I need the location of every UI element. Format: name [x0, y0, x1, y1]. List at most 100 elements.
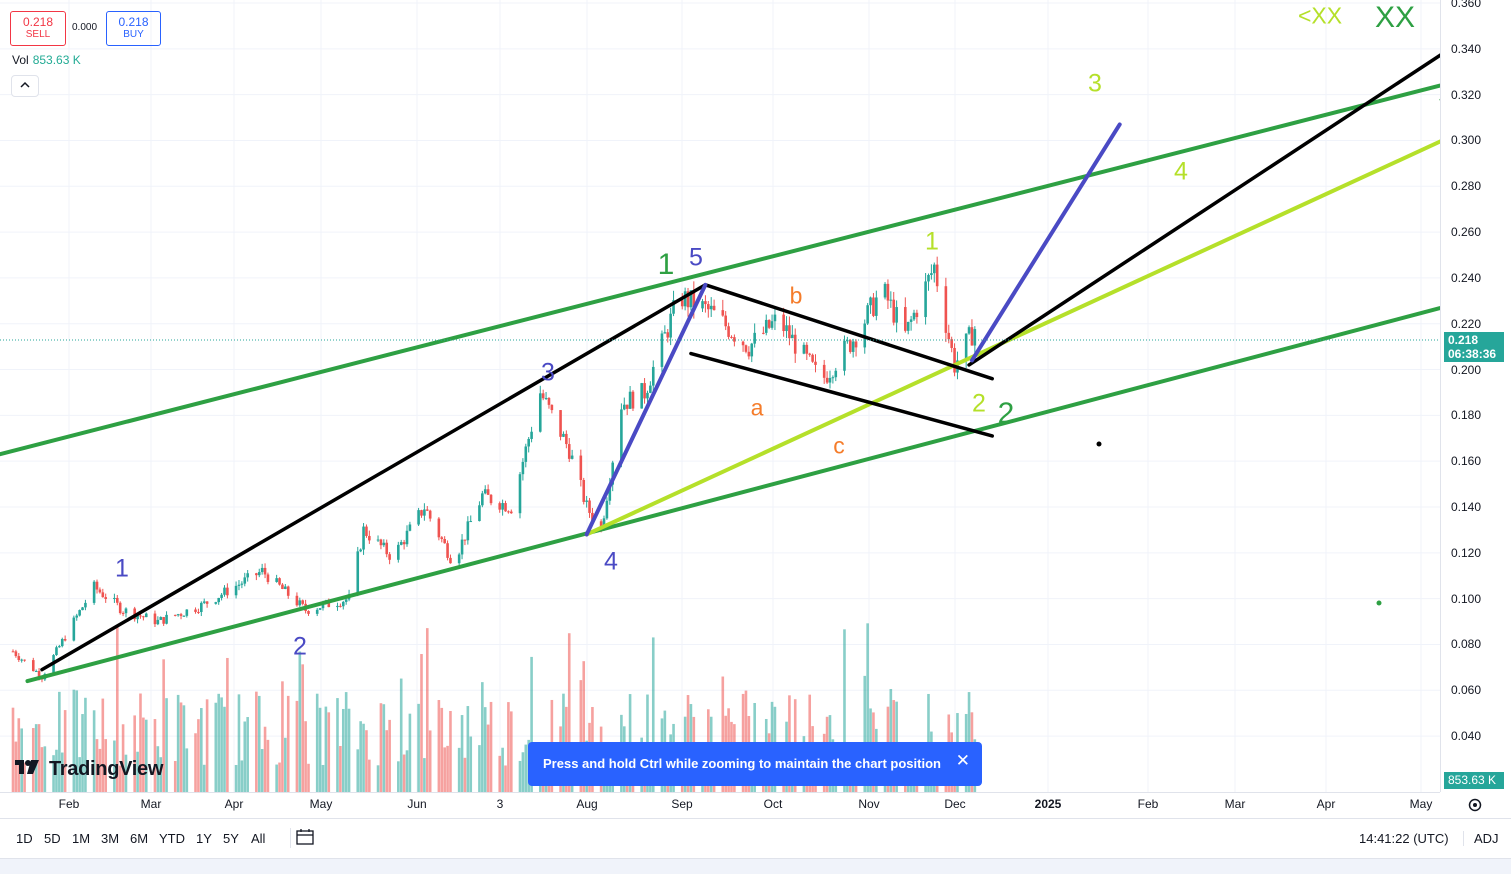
candle-body — [851, 341, 855, 352]
time-tick-label: 3 — [496, 797, 504, 811]
sell-button[interactable]: 0.218 SELL — [10, 11, 66, 46]
volume-bar — [744, 690, 748, 792]
volume-bar — [266, 739, 270, 792]
volume-bar — [486, 724, 490, 792]
candle-body — [628, 391, 632, 409]
chart-pane[interactable]: 0.218 SELL 0.000 0.218 BUY Vol 853.63 K 1… — [0, 0, 1440, 792]
candle-body — [194, 609, 197, 612]
time-tick-label: May — [1409, 797, 1433, 811]
candle-body — [567, 444, 571, 459]
timeframe-button-3m[interactable]: 3M — [101, 831, 120, 846]
time-tick-label: Feb — [1137, 797, 1159, 811]
candle-body — [672, 300, 675, 314]
price-axis[interactable]: 0.360 0.340 0.320 0.300 0.280 0.260 0.240 0.220… — [1440, 0, 1511, 792]
date-range-button[interactable] — [290, 828, 317, 848]
candle-body — [544, 397, 548, 399]
candle-body — [791, 334, 794, 339]
close-icon[interactable]: ✕ — [955, 751, 970, 770]
chart-settings-button[interactable] — [1466, 796, 1484, 814]
volume-bar — [359, 721, 362, 792]
volume-badge: 853.63 K — [1444, 772, 1504, 789]
timeframe-button-1m[interactable]: 1M — [72, 831, 91, 846]
volume-bar — [518, 760, 522, 792]
volume-bar — [84, 697, 87, 792]
candle-body — [246, 573, 249, 578]
volume-bar — [121, 724, 125, 792]
price-chart[interactable] — [0, 0, 1440, 792]
spread-value: 0.000 — [72, 22, 98, 33]
candle-body — [602, 518, 606, 529]
candle-body — [773, 314, 777, 322]
volume-bar — [278, 762, 281, 792]
candle-body — [689, 290, 693, 308]
volume-bar — [405, 750, 409, 792]
volume-bar — [446, 745, 449, 792]
volume-value: 853.63 K — [32, 53, 81, 67]
candle-body — [822, 364, 826, 378]
volume-bar — [483, 707, 487, 792]
candle-body — [854, 341, 858, 348]
volume-bar — [889, 688, 893, 792]
timeframe-button-5y[interactable]: 5Y — [223, 831, 239, 846]
candle-body — [733, 337, 736, 342]
candle-body — [643, 383, 646, 399]
candle-body — [848, 340, 852, 352]
buy-label: BUY — [123, 29, 144, 40]
grid-lines — [0, 0, 1440, 792]
volume-bar — [579, 680, 583, 792]
buy-button[interactable]: 0.218 BUY — [106, 11, 161, 46]
wave-label-a: a — [750, 394, 764, 421]
volume-bar — [466, 706, 470, 792]
candle-body — [530, 431, 533, 439]
candle-body — [443, 538, 446, 544]
timeframe-button-1d[interactable]: 1D — [16, 831, 33, 846]
timeframe-button-6m[interactable]: 6M — [130, 831, 149, 846]
candle-body — [260, 567, 264, 573]
candle-body — [234, 585, 238, 596]
timeframe-button-all[interactable]: All — [251, 831, 266, 846]
time-axis[interactable]: Feb Mar Apr May Jun 3 Aug Sep Oct Nov Dec 2025 Feb Ma… — [0, 792, 1440, 819]
volume-bar — [75, 690, 79, 792]
volume-bar — [234, 764, 238, 792]
volume-bar — [124, 754, 128, 792]
candle-body — [649, 385, 652, 393]
price-tick-label: 0.260 — [1451, 225, 1482, 240]
candle-body — [909, 319, 913, 322]
volume-bar — [281, 681, 284, 792]
candle-body — [446, 543, 449, 558]
collapse-legend-button[interactable] — [11, 75, 39, 97]
candle-body — [915, 312, 919, 318]
volume-bar — [58, 691, 61, 792]
candle-body — [489, 494, 493, 504]
candle-body — [753, 332, 756, 344]
candle-body — [165, 614, 168, 624]
candle-body — [605, 500, 609, 519]
adj-button[interactable]: ADJ — [1463, 831, 1499, 846]
candle-body — [223, 587, 226, 595]
timeframe-button-ytd[interactable]: YTD — [159, 831, 185, 846]
timeframe-button-5d[interactable]: 5D — [44, 831, 61, 846]
candle-body — [744, 345, 748, 352]
volume-bar — [721, 676, 725, 792]
volume-bar — [240, 760, 244, 792]
volume-bar — [428, 730, 432, 792]
candle-body — [336, 605, 339, 608]
timeframe-button-1y[interactable]: 1Y — [196, 831, 212, 846]
candle-body — [507, 511, 510, 513]
candle-body — [382, 542, 386, 546]
candle-body — [318, 608, 322, 610]
candle-body — [182, 615, 186, 617]
candle-body — [31, 660, 35, 672]
volume-legend: Vol 853.63 K — [12, 53, 81, 67]
candle-body — [481, 493, 484, 506]
volume-bar — [118, 765, 122, 792]
candle-body — [724, 315, 727, 327]
clock-time[interactable]: 14:41:22 (UTC) — [1359, 831, 1449, 846]
candle-body — [727, 326, 730, 337]
tradingview-logo[interactable]: TradingView — [14, 758, 163, 781]
candle-body — [185, 609, 189, 616]
candle-body — [344, 599, 348, 602]
candle-body — [767, 319, 771, 328]
price-tick-label: 0.080 — [1451, 637, 1482, 652]
candle-body — [973, 329, 977, 346]
